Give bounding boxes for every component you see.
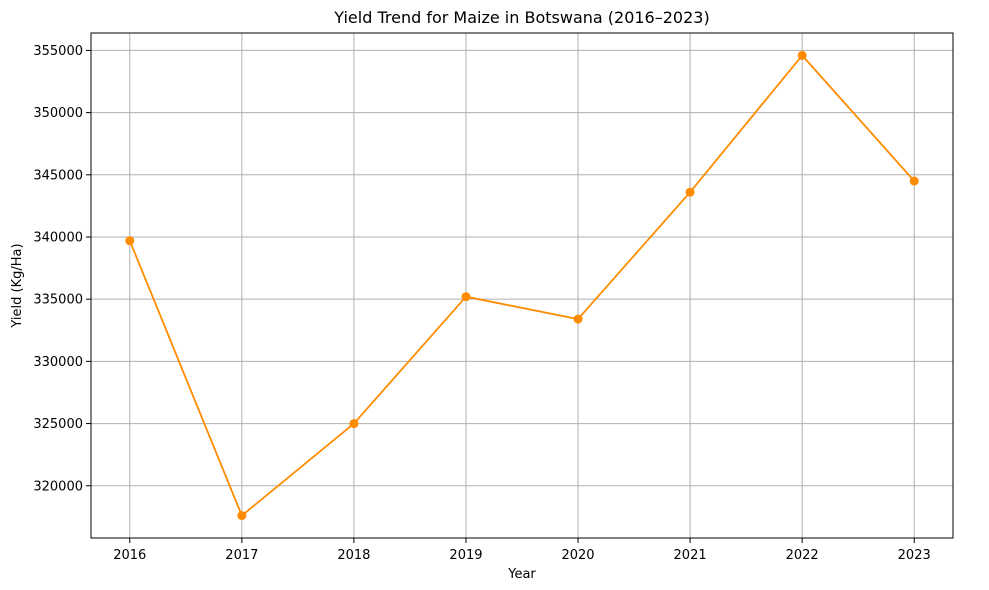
data-point [349, 419, 359, 429]
x-tick-label: 2023 [898, 548, 931, 563]
data-point [573, 314, 583, 324]
y-tick-label: 355000 [33, 44, 83, 59]
y-tick-label: 320000 [33, 479, 83, 494]
y-tick-label: 325000 [33, 417, 83, 432]
y-axis-label: Yield (Kg/Ha) [10, 243, 25, 328]
x-axis-label: Year [507, 567, 536, 582]
y-tick-label: 350000 [33, 106, 83, 121]
x-tick-label: 2018 [337, 548, 370, 563]
series-line [128, 54, 915, 517]
y-axis-ticks: 320000 325000 330000 335000 340000 345000 3500… [33, 44, 91, 494]
y-tick-label: 330000 [33, 355, 83, 370]
data-point [237, 511, 247, 521]
data-point [685, 187, 695, 197]
x-axis-ticks: 2016 2017 2018 2019 2020 2021 2022 2023 [113, 538, 931, 563]
data-point [797, 50, 807, 60]
x-tick-label: 2022 [786, 548, 819, 563]
chart-title: Yield Trend for Maize in Botswana (2016–… [333, 8, 709, 27]
data-point [909, 176, 919, 186]
x-tick-label: 2021 [674, 548, 707, 563]
x-tick-label: 2019 [449, 548, 482, 563]
x-tick-label: 2016 [113, 548, 146, 563]
series-lines [128, 54, 915, 517]
data-point [125, 236, 135, 246]
plot-frame [90, 32, 954, 539]
data-point [461, 292, 471, 302]
x-tick-label: 2020 [561, 548, 594, 563]
data-points [125, 50, 919, 521]
y-tick-label: 345000 [33, 168, 83, 183]
y-tick-label: 340000 [33, 230, 83, 245]
y-tick-label: 335000 [33, 293, 83, 308]
x-tick-label: 2017 [225, 548, 258, 563]
grid-lines [91, 33, 953, 538]
